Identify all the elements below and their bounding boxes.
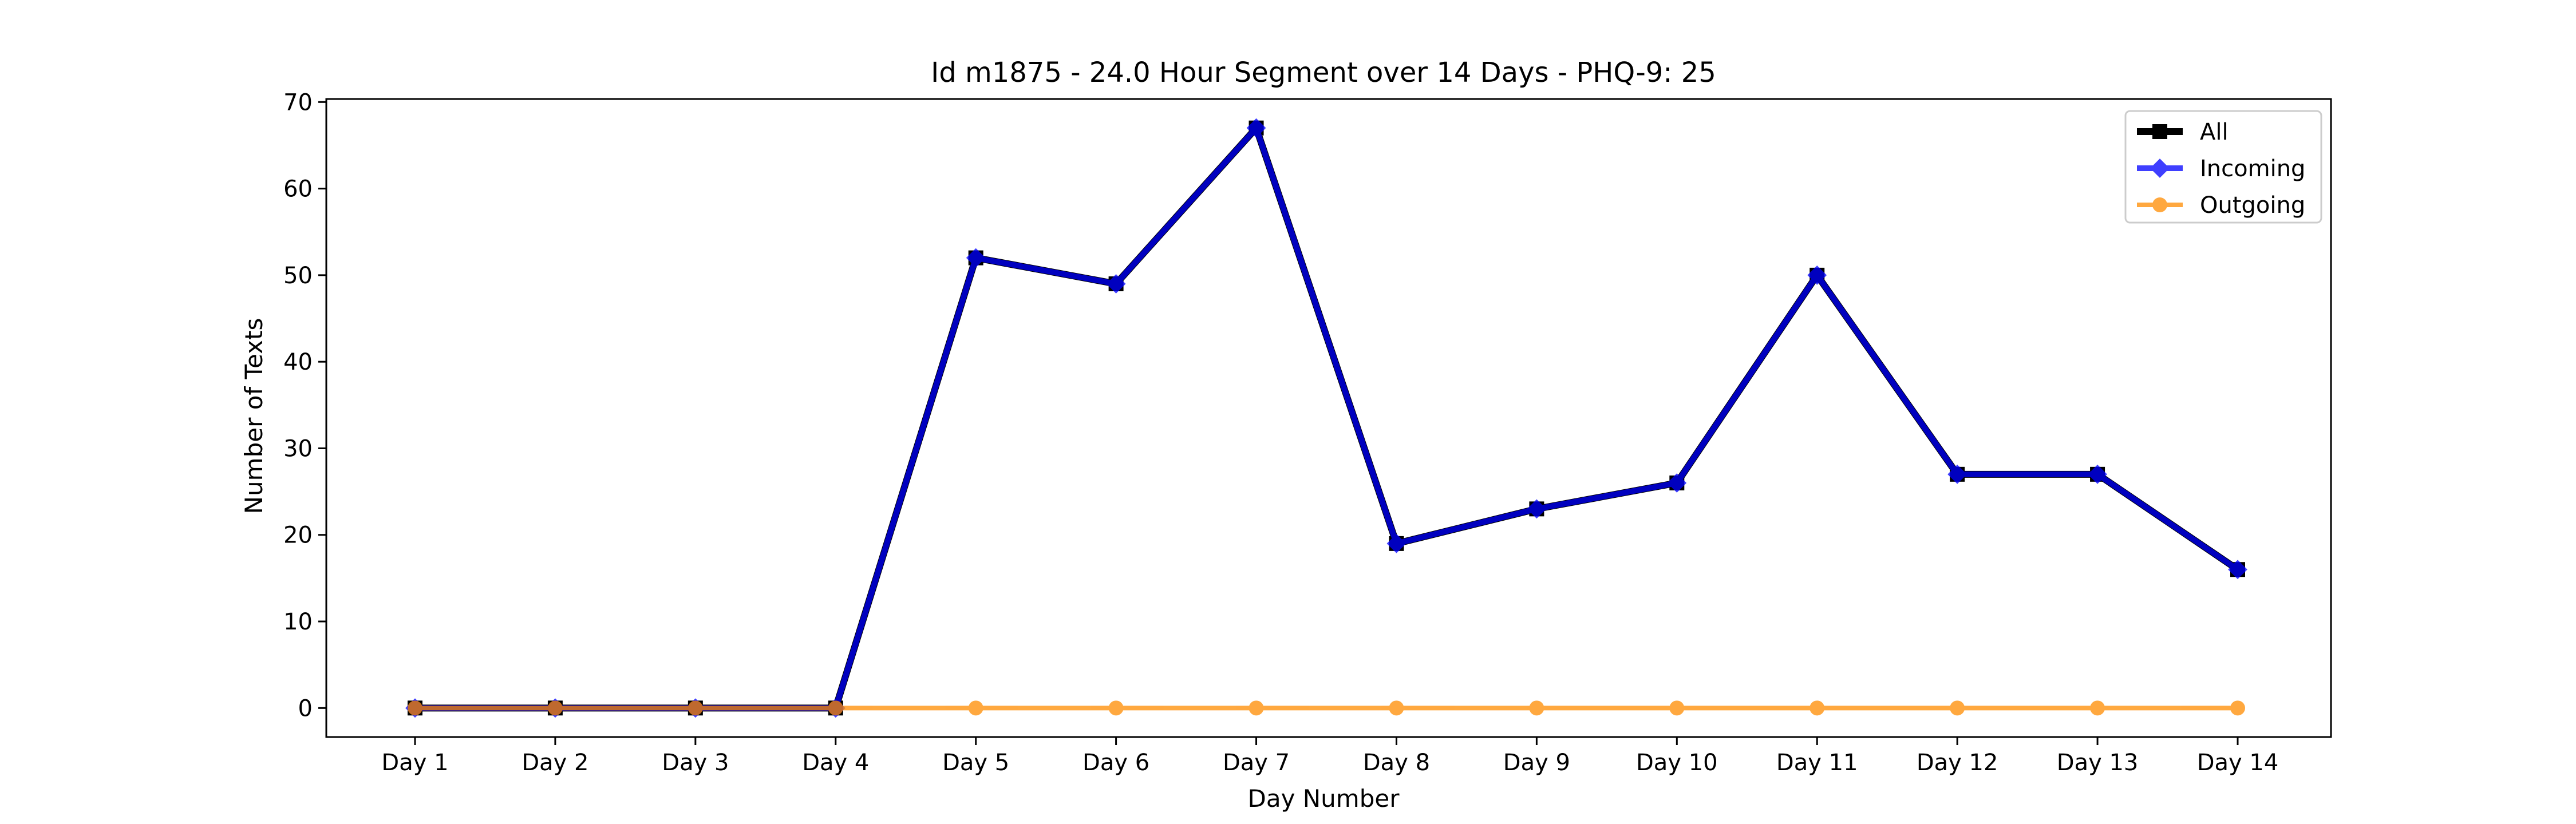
series-outgoing [408, 700, 2245, 716]
x-tick-label: Day 13 [2057, 750, 2139, 776]
legend-label: All [2200, 119, 2229, 145]
y-tick-label: 0 [298, 695, 313, 722]
data-point-outgoing [1529, 700, 1544, 716]
legend-marker [2150, 159, 2170, 178]
data-point-outgoing [408, 700, 422, 716]
data-point-outgoing [688, 700, 703, 716]
x-tick-label: Day 2 [521, 750, 588, 776]
y-tick-label: 70 [283, 89, 313, 116]
data-point-incoming [1386, 533, 1406, 553]
data-point-incoming [1947, 464, 1967, 484]
x-tick-label: Day 10 [1636, 750, 1718, 776]
data-point-incoming [1807, 265, 1827, 285]
legend-marker [2152, 124, 2167, 139]
x-tick-label: Day 11 [1776, 750, 1858, 776]
legend-label: Incoming [2200, 156, 2305, 182]
data-point-incoming [2228, 560, 2247, 580]
legend-entry-outgoing [2137, 197, 2183, 212]
legend-label: Outgoing [2200, 192, 2305, 219]
data-point-outgoing [968, 700, 983, 716]
y-tick-label: 10 [283, 609, 313, 635]
legend-marker [2152, 197, 2167, 212]
x-tick-label: Day 7 [1223, 750, 1290, 776]
x-tick-label: Day 4 [802, 750, 869, 776]
data-point-incoming [1667, 473, 1687, 493]
data-point-outgoing [2090, 700, 2105, 716]
data-point-incoming [1106, 274, 1126, 294]
data-point-outgoing [547, 700, 563, 716]
y-tick-label: 50 [283, 263, 313, 289]
data-point-incoming [2088, 464, 2107, 484]
y-tick-label: 40 [283, 349, 313, 375]
data-point-incoming [1527, 499, 1547, 519]
data-point-outgoing [1108, 700, 1124, 716]
data-point-outgoing [1249, 700, 1264, 716]
y-tick-label: 60 [283, 176, 313, 203]
data-point-outgoing [1809, 700, 1825, 716]
x-tick-label: Day 8 [1363, 750, 1430, 776]
x-tick-label: Day 5 [942, 750, 1009, 776]
data-point-outgoing [1950, 700, 1965, 716]
x-axis-label: Day Number [1247, 785, 1400, 813]
x-tick-label: Day 3 [662, 750, 729, 776]
data-point-outgoing [1669, 700, 1685, 716]
chart-title: Id m1875 - 24.0 Hour Segment over 14 Day… [931, 57, 1716, 89]
legend-box [2124, 110, 2322, 224]
x-tick-label: Day 12 [1917, 750, 1998, 776]
y-tick-label: 30 [283, 435, 313, 462]
y-tick-label: 20 [283, 522, 313, 549]
data-point-outgoing [828, 700, 843, 716]
x-tick-label: Day 9 [1503, 750, 1570, 776]
data-point-outgoing [2230, 700, 2245, 716]
plot-frame [325, 98, 2332, 738]
data-point-incoming [966, 248, 986, 268]
legend: All Incoming Outgoing [2124, 110, 2322, 224]
x-tick-label: Day 1 [381, 750, 448, 776]
legend-entry-incoming [2137, 159, 2183, 178]
x-tick-label: Day 6 [1082, 750, 1149, 776]
plot-area: 0 10 20 30 40 50 60 70 Day 1 Day 2 Day 3 Day 4 Day 5… [283, 89, 2332, 776]
y-axis-label: Number of Texts [240, 318, 268, 514]
data-point-incoming [1246, 118, 1266, 138]
legend-entry-all [2137, 124, 2183, 139]
data-point-outgoing [1389, 700, 1404, 716]
x-tick-label: Day 14 [2197, 750, 2279, 776]
